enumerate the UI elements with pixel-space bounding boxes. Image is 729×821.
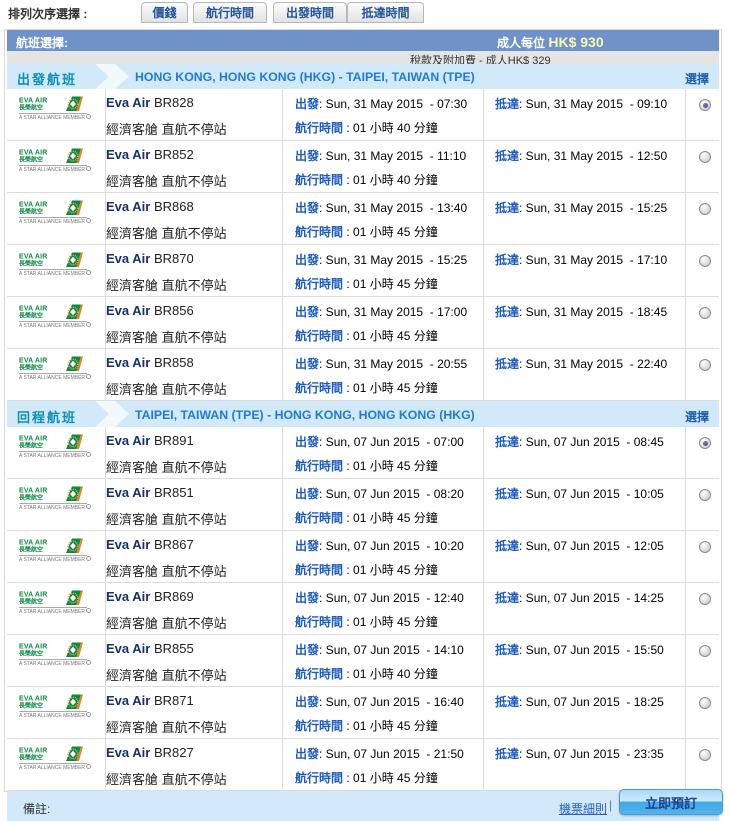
svg-text:EVA AIR: EVA AIR (19, 592, 47, 599)
svg-text:EVA AIR: EVA AIR (19, 254, 47, 261)
svg-text:EVA AIR: EVA AIR (19, 202, 47, 209)
svg-text:長榮航空: 長榮航空 (19, 546, 43, 554)
svg-text:長榮航空: 長榮航空 (19, 312, 43, 320)
svg-text:EVA AIR: EVA AIR (19, 696, 47, 703)
svg-text:長榮航空: 長榮航空 (19, 754, 43, 762)
svg-text:長榮航空: 長榮航空 (19, 104, 43, 112)
svg-text:長榮航空: 長榮航空 (19, 208, 43, 216)
svg-text:長榮航空: 長榮航空 (19, 650, 43, 658)
svg-text:EVA AIR: EVA AIR (19, 488, 47, 495)
svg-text:EVA AIR: EVA AIR (19, 748, 47, 755)
svg-text:EVA AIR: EVA AIR (19, 436, 47, 443)
svg-text:長榮航空: 長榮航空 (19, 598, 43, 606)
svg-text:長榮航空: 長榮航空 (19, 156, 43, 164)
svg-text:長榮航空: 長榮航空 (19, 442, 43, 450)
svg-text:長榮航空: 長榮航空 (19, 702, 43, 710)
svg-text:EVA AIR: EVA AIR (19, 540, 47, 547)
svg-text:EVA AIR: EVA AIR (19, 150, 47, 157)
svg-text:EVA AIR: EVA AIR (19, 358, 47, 365)
svg-text:長榮航空: 長榮航空 (19, 364, 43, 372)
svg-text:長榮航空: 長榮航空 (19, 494, 43, 502)
svg-text:EVA AIR: EVA AIR (19, 306, 47, 313)
svg-text:EVA AIR: EVA AIR (19, 644, 47, 651)
svg-text:EVA AIR: EVA AIR (19, 98, 47, 105)
svg-text:長榮航空: 長榮航空 (19, 260, 43, 268)
